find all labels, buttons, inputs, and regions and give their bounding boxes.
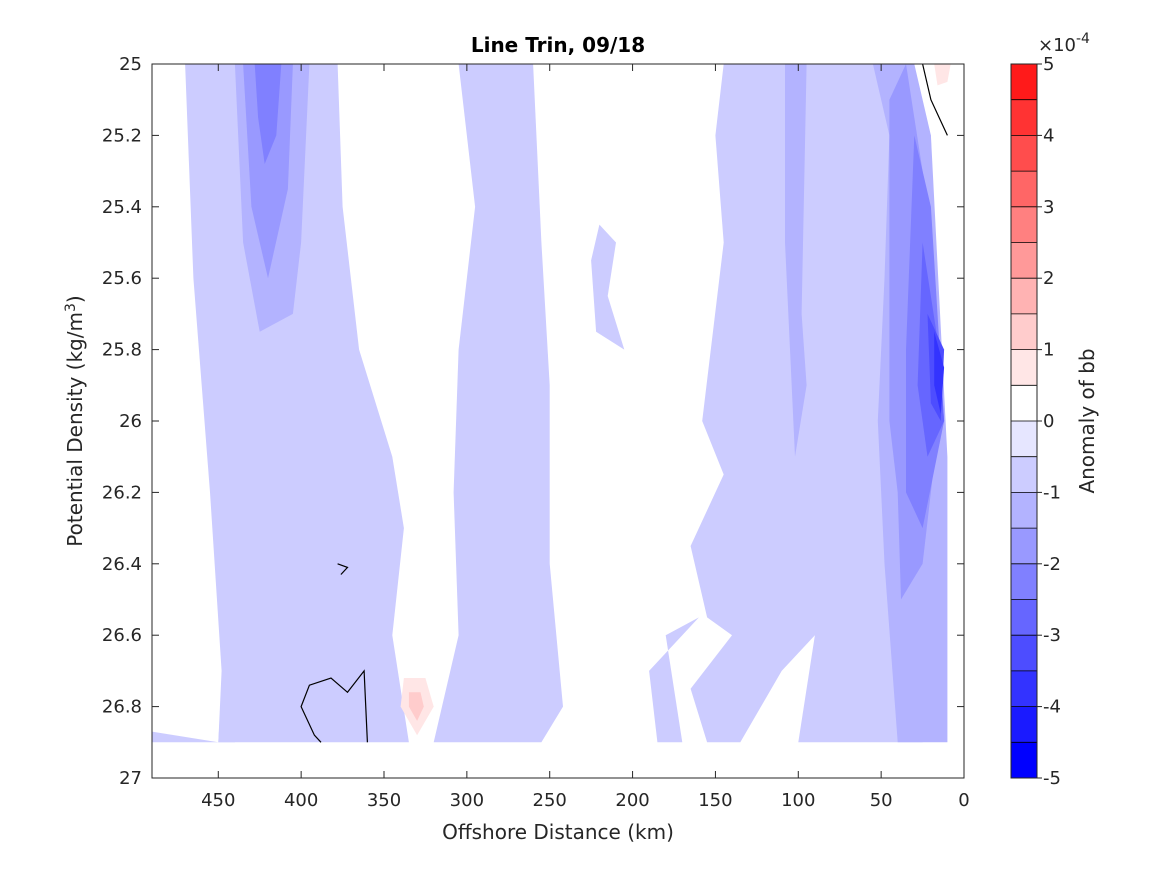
colorbar bbox=[1010, 63, 1038, 779]
colorbar-swatch bbox=[1011, 670, 1037, 707]
y-tick-label: 25 bbox=[119, 54, 142, 75]
colorbar-tick-label: -5 bbox=[1043, 768, 1061, 789]
colorbar-swatch bbox=[1011, 742, 1037, 778]
y-tick-label: 25.8 bbox=[102, 340, 142, 361]
colorbar-tick-label: -4 bbox=[1043, 697, 1061, 718]
contour-region-mid-small-patch-upper bbox=[591, 224, 625, 350]
x-tick-label: 50 bbox=[870, 790, 893, 811]
colorbar-swatch bbox=[1011, 528, 1037, 564]
colorbar-tick-label: 4 bbox=[1043, 125, 1054, 146]
contour-region-south-positive-core bbox=[408, 692, 424, 721]
colorbar-swatch bbox=[1011, 349, 1037, 386]
y-tick-label: 26.2 bbox=[102, 482, 142, 503]
zero-contour-line-layer bbox=[300, 64, 948, 743]
x-tick-label: 300 bbox=[450, 790, 484, 811]
colorbar-swatch bbox=[1011, 313, 1037, 350]
y-axis-ticks: 25 25.2 25.4 25.6 25.8 26 26.2 26.4 26.6 26.8 27 bbox=[102, 54, 964, 789]
colorbar-swatch bbox=[1011, 99, 1037, 136]
contour-region-west-band-left-strip bbox=[185, 64, 235, 743]
x-tick-label: 100 bbox=[781, 790, 815, 811]
contour-region-west-stronger-negative bbox=[243, 64, 293, 279]
contour-region-east-weak-negative-band bbox=[690, 64, 940, 743]
colorbar-swatch bbox=[1011, 64, 1037, 100]
y-tick-label: 25.2 bbox=[102, 125, 142, 146]
colorbar-swatch bbox=[1011, 492, 1037, 529]
y-tick-label: 26.4 bbox=[102, 554, 142, 575]
y-tick-label: 26.8 bbox=[102, 697, 142, 718]
x-tick-label: 350 bbox=[367, 790, 401, 811]
zero-contour-line-1 bbox=[337, 563, 349, 575]
y-tick-label: 26.6 bbox=[102, 625, 142, 646]
x-tick-label: 450 bbox=[201, 790, 235, 811]
colorbar-tick-label: 1 bbox=[1043, 340, 1054, 361]
zero-contour-line-2 bbox=[922, 64, 948, 136]
x-tick-label: 200 bbox=[615, 790, 649, 811]
colorbar-tick-label: 3 bbox=[1043, 197, 1054, 218]
colorbar-tick-label: 2 bbox=[1043, 268, 1054, 289]
colorbar-swatch bbox=[1011, 242, 1037, 279]
chart-title: Line Trin, 09/18 bbox=[471, 33, 645, 57]
colorbar-swatch bbox=[1011, 456, 1037, 493]
colorbar-tick-label: -2 bbox=[1043, 554, 1061, 575]
x-tick-label: 150 bbox=[698, 790, 732, 811]
colorbar-ticks: -5 -4 -3 -2 -1 0 1 2 3 4 5 bbox=[1037, 54, 1061, 789]
colorbar-tick-label: 0 bbox=[1043, 411, 1054, 432]
contour-fill-layer bbox=[152, 64, 951, 743]
x-tick-label: 400 bbox=[284, 790, 318, 811]
y-tick-label: 27 bbox=[119, 768, 142, 789]
colorbar-swatch bbox=[1011, 706, 1037, 743]
colorbar-swatch bbox=[1011, 599, 1037, 636]
colorbar-swatch bbox=[1011, 635, 1037, 671]
contour-region-west-core-negative bbox=[254, 64, 282, 164]
zero-contour-line-0 bbox=[300, 669, 368, 743]
y-tick-label: 25.6 bbox=[102, 268, 142, 289]
y-tick-label: 25.4 bbox=[102, 197, 142, 218]
contour-region-east-coastal-core bbox=[934, 331, 945, 414]
colorbar-swatch bbox=[1011, 206, 1037, 243]
colorbar-tick-label: 5 bbox=[1043, 54, 1054, 75]
colorbar-label: Anomaly of bb bbox=[1075, 348, 1099, 493]
colorbar-swatch bbox=[1011, 171, 1037, 207]
x-tick-label: 0 bbox=[958, 790, 969, 811]
contour-region-mid-small-patch-lower bbox=[470, 688, 492, 725]
contour-region-mid-weak-negative-band bbox=[433, 64, 563, 743]
y-tick-label: 26 bbox=[119, 411, 142, 432]
colorbar-tick-label: -1 bbox=[1043, 482, 1061, 503]
colorbar-swatch bbox=[1011, 421, 1037, 457]
colorbar-swatch bbox=[1011, 563, 1037, 600]
colorbar-swatch bbox=[1011, 385, 1037, 421]
y-axis-label: Potential Density (kg/m3) bbox=[63, 295, 87, 546]
x-tick-label: 250 bbox=[533, 790, 567, 811]
contour-region-northeast-positive-anomaly bbox=[934, 64, 951, 86]
colorbar-exponent: ×10-4 bbox=[1038, 31, 1090, 56]
colorbar-tick-label: -3 bbox=[1043, 625, 1061, 646]
contour-region-west-weak-negative-band bbox=[152, 64, 409, 743]
contour-region-east-weak-negative-left-patch bbox=[649, 617, 699, 743]
colorbar-swatch bbox=[1011, 278, 1037, 314]
colorbar-swatch bbox=[1011, 135, 1037, 172]
x-axis-label: Offshore Distance (km) bbox=[442, 820, 674, 844]
x-axis-ticks: 450 400 350 300 250 200 150 100 50 0 bbox=[201, 64, 970, 811]
contour-region-east-moderate-negative bbox=[785, 64, 807, 457]
